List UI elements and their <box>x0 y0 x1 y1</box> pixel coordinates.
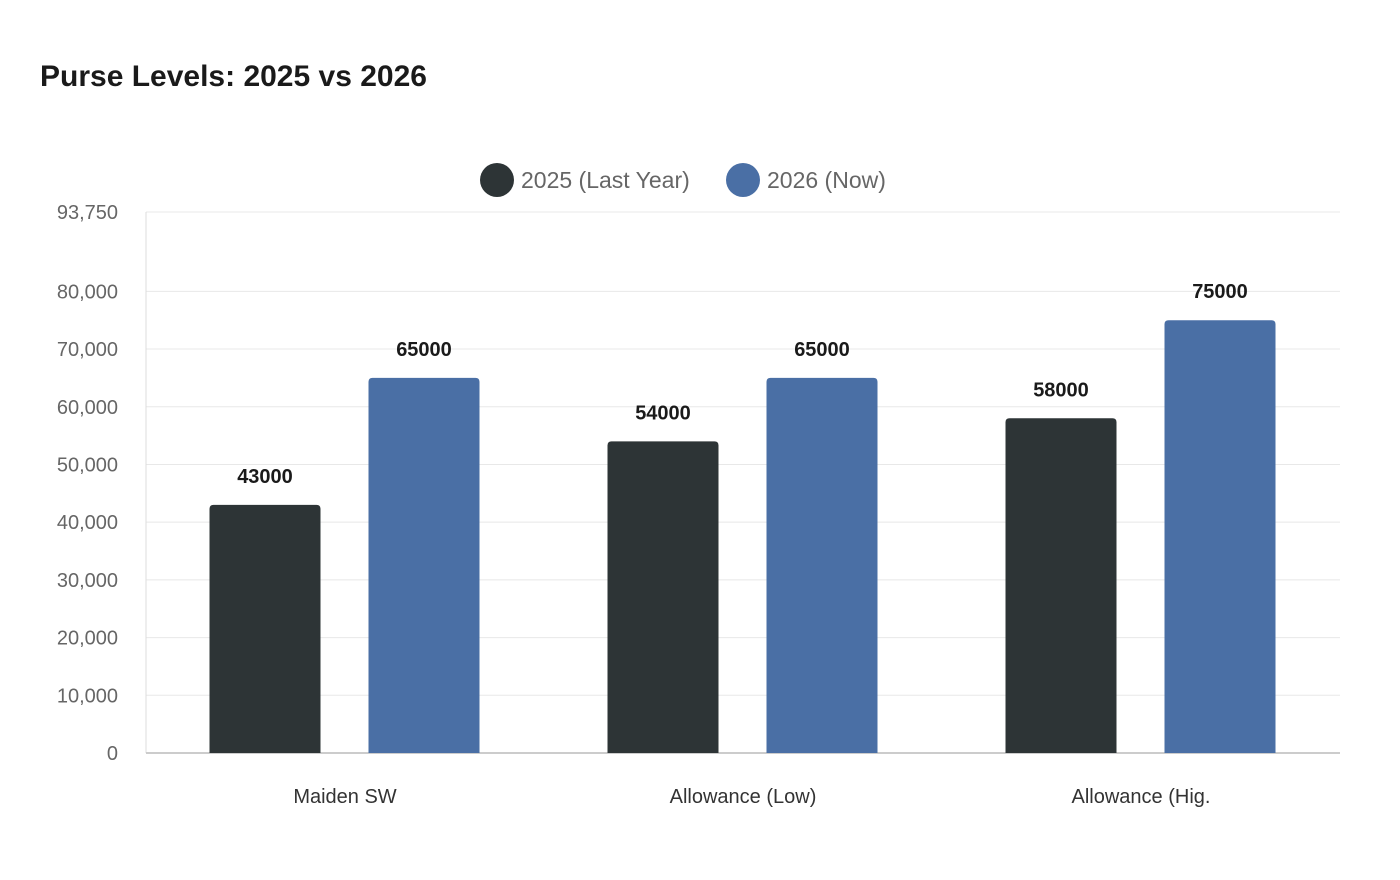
bar <box>368 377 480 753</box>
legend-swatch <box>726 163 760 197</box>
x-tick-label: Maiden SW <box>293 786 396 808</box>
y-tick-label: 93,750 <box>57 202 118 224</box>
y-tick-label: 30,000 <box>57 570 118 592</box>
y-tick-label: 40,000 <box>57 512 118 534</box>
data-label: 43000 <box>237 466 293 488</box>
x-tick-label: Allowance (Low) <box>670 786 817 808</box>
data-label: 75000 <box>1192 281 1248 303</box>
data-label: 65000 <box>794 339 850 361</box>
chart-title: Purse Levels: 2025 vs 2026 <box>40 60 427 93</box>
y-tick-label: 0 <box>107 743 118 765</box>
legend-swatch <box>480 163 514 197</box>
y-tick-label: 10,000 <box>57 685 118 707</box>
y-tick-label: 60,000 <box>57 397 118 419</box>
data-label: 58000 <box>1033 379 1089 401</box>
x-tick-label: Allowance (Hig. <box>1072 786 1211 808</box>
y-tick-label: 20,000 <box>57 628 118 650</box>
y-tick-label: 80,000 <box>57 281 118 303</box>
data-label: 54000 <box>635 402 691 424</box>
bar <box>1164 320 1276 753</box>
legend-label: 2025 (Last Year) <box>521 167 690 193</box>
bar <box>607 441 719 753</box>
y-tick-label: 70,000 <box>57 339 118 361</box>
data-label: 65000 <box>396 339 452 361</box>
bar <box>1005 418 1117 753</box>
legend-label: 2026 (Now) <box>767 167 886 193</box>
bar <box>209 504 321 753</box>
bar <box>766 377 878 753</box>
y-tick-label: 50,000 <box>57 454 118 476</box>
